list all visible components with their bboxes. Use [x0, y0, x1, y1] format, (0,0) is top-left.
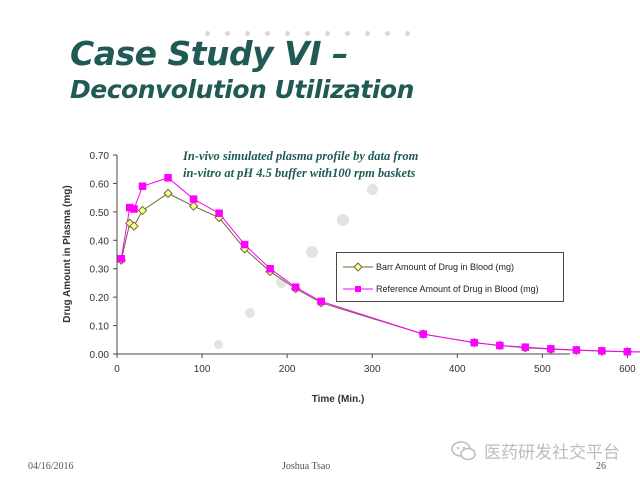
data-point-reference	[547, 345, 555, 353]
decorative-dot	[305, 31, 310, 36]
legend-label-barr: Barr Amount of Drug in Blood (mg)	[376, 262, 515, 272]
data-point-reference	[317, 297, 325, 306]
data-point-reference	[130, 205, 138, 213]
x-tick-label: 600	[619, 364, 636, 375]
y-tick-label: 0.00	[90, 350, 110, 361]
data-point-barr	[188, 201, 199, 211]
y-tick-label: 0.20	[90, 293, 110, 304]
data-point-reference	[470, 338, 479, 347]
watermark-text: 医药研发社交平台	[484, 443, 620, 463]
data-point-reference	[521, 343, 530, 351]
y-tick-label: 0.50	[90, 208, 110, 219]
decorative-dot	[365, 31, 370, 36]
legend-label-reference: Reference Amount of Drug in Blood (mg)	[376, 284, 539, 294]
wechat-icon	[451, 440, 476, 460]
legend-square-icon	[343, 286, 373, 292]
x-tick-label: 100	[194, 364, 211, 375]
decorative-circle	[367, 184, 378, 195]
legend-entry-barr: Barr Amount of Drug in Blood (mg)	[343, 261, 514, 273]
data-point-barr	[137, 205, 148, 216]
decorative-circle	[276, 277, 287, 288]
data-point-reference	[266, 264, 274, 273]
data-point-reference	[623, 347, 632, 356]
series-line-reference	[120, 177, 640, 353]
decorative-dot	[385, 31, 390, 36]
x-axis-title: Time (Min.)	[312, 394, 365, 405]
slide-title-line2: Deconvolution Utilization	[70, 75, 414, 104]
x-tick-label: 200	[279, 364, 296, 375]
y-tick-label: 0.70	[90, 151, 110, 162]
x-tick-label: 300	[364, 364, 381, 375]
slide-title: Case Study VI – Deconvolution Utilizatio…	[70, 34, 414, 106]
data-point-barr	[163, 188, 173, 199]
chart-annotation: In-vivo simulated plasma profile by data…	[183, 148, 418, 182]
data-point-reference	[164, 173, 172, 182]
data-point-reference	[572, 346, 581, 354]
decorative-dot	[245, 31, 250, 36]
legend-entry-reference: Reference Amount of Drug in Blood (mg)	[343, 283, 539, 295]
decorative-dot	[225, 31, 230, 36]
footer-author: Joshua Tsao	[282, 461, 331, 472]
decorative-circle	[306, 246, 318, 258]
decorative-dot	[285, 31, 290, 36]
decorative-dot	[325, 31, 330, 36]
slide-title-line1: Case Study VI –	[70, 34, 348, 73]
decorative-dot	[405, 31, 410, 36]
y-tick-label: 0.60	[90, 179, 110, 190]
data-point-reference	[117, 255, 126, 263]
data-point-reference	[189, 195, 198, 203]
decorative-circle	[214, 340, 223, 349]
annotation-line2: in-vitro at pH 4.5 buffer with100 rpm ba…	[183, 166, 416, 180]
data-point-reference	[291, 283, 300, 291]
x-tick-label: 500	[534, 364, 551, 375]
decorative-dot	[265, 31, 270, 36]
y-axis-title: Drug Amount in Plasma (mg)	[62, 185, 73, 322]
y-tick-label: 0.40	[90, 236, 110, 247]
y-tick-label: 0.30	[90, 265, 110, 276]
data-point-reference	[138, 182, 147, 191]
watermark: 医药研发社交平台	[450, 438, 620, 463]
decorative-circle	[337, 214, 349, 226]
annotation-line1: In-vivo simulated plasma profile by data…	[183, 149, 419, 163]
chart-legend: Barr Amount of Drug in Blood (mg) Refere…	[336, 252, 564, 302]
decorative-circle	[245, 308, 255, 318]
footer-page-number: 26	[596, 461, 606, 472]
legend-diamond-icon	[343, 262, 373, 272]
y-tick-label: 0.10	[90, 322, 110, 333]
data-point-reference	[496, 341, 504, 350]
footer-date: 04/16/2016	[28, 461, 74, 472]
data-point-reference	[598, 347, 606, 355]
decorative-dot	[205, 31, 210, 36]
x-tick-label: 400	[449, 364, 466, 375]
data-point-reference	[215, 209, 223, 218]
x-tick-label: 0	[114, 364, 120, 375]
decorative-dot	[345, 31, 350, 36]
data-point-reference	[240, 240, 249, 249]
data-point-barr	[129, 221, 139, 231]
data-point-reference	[419, 330, 427, 338]
